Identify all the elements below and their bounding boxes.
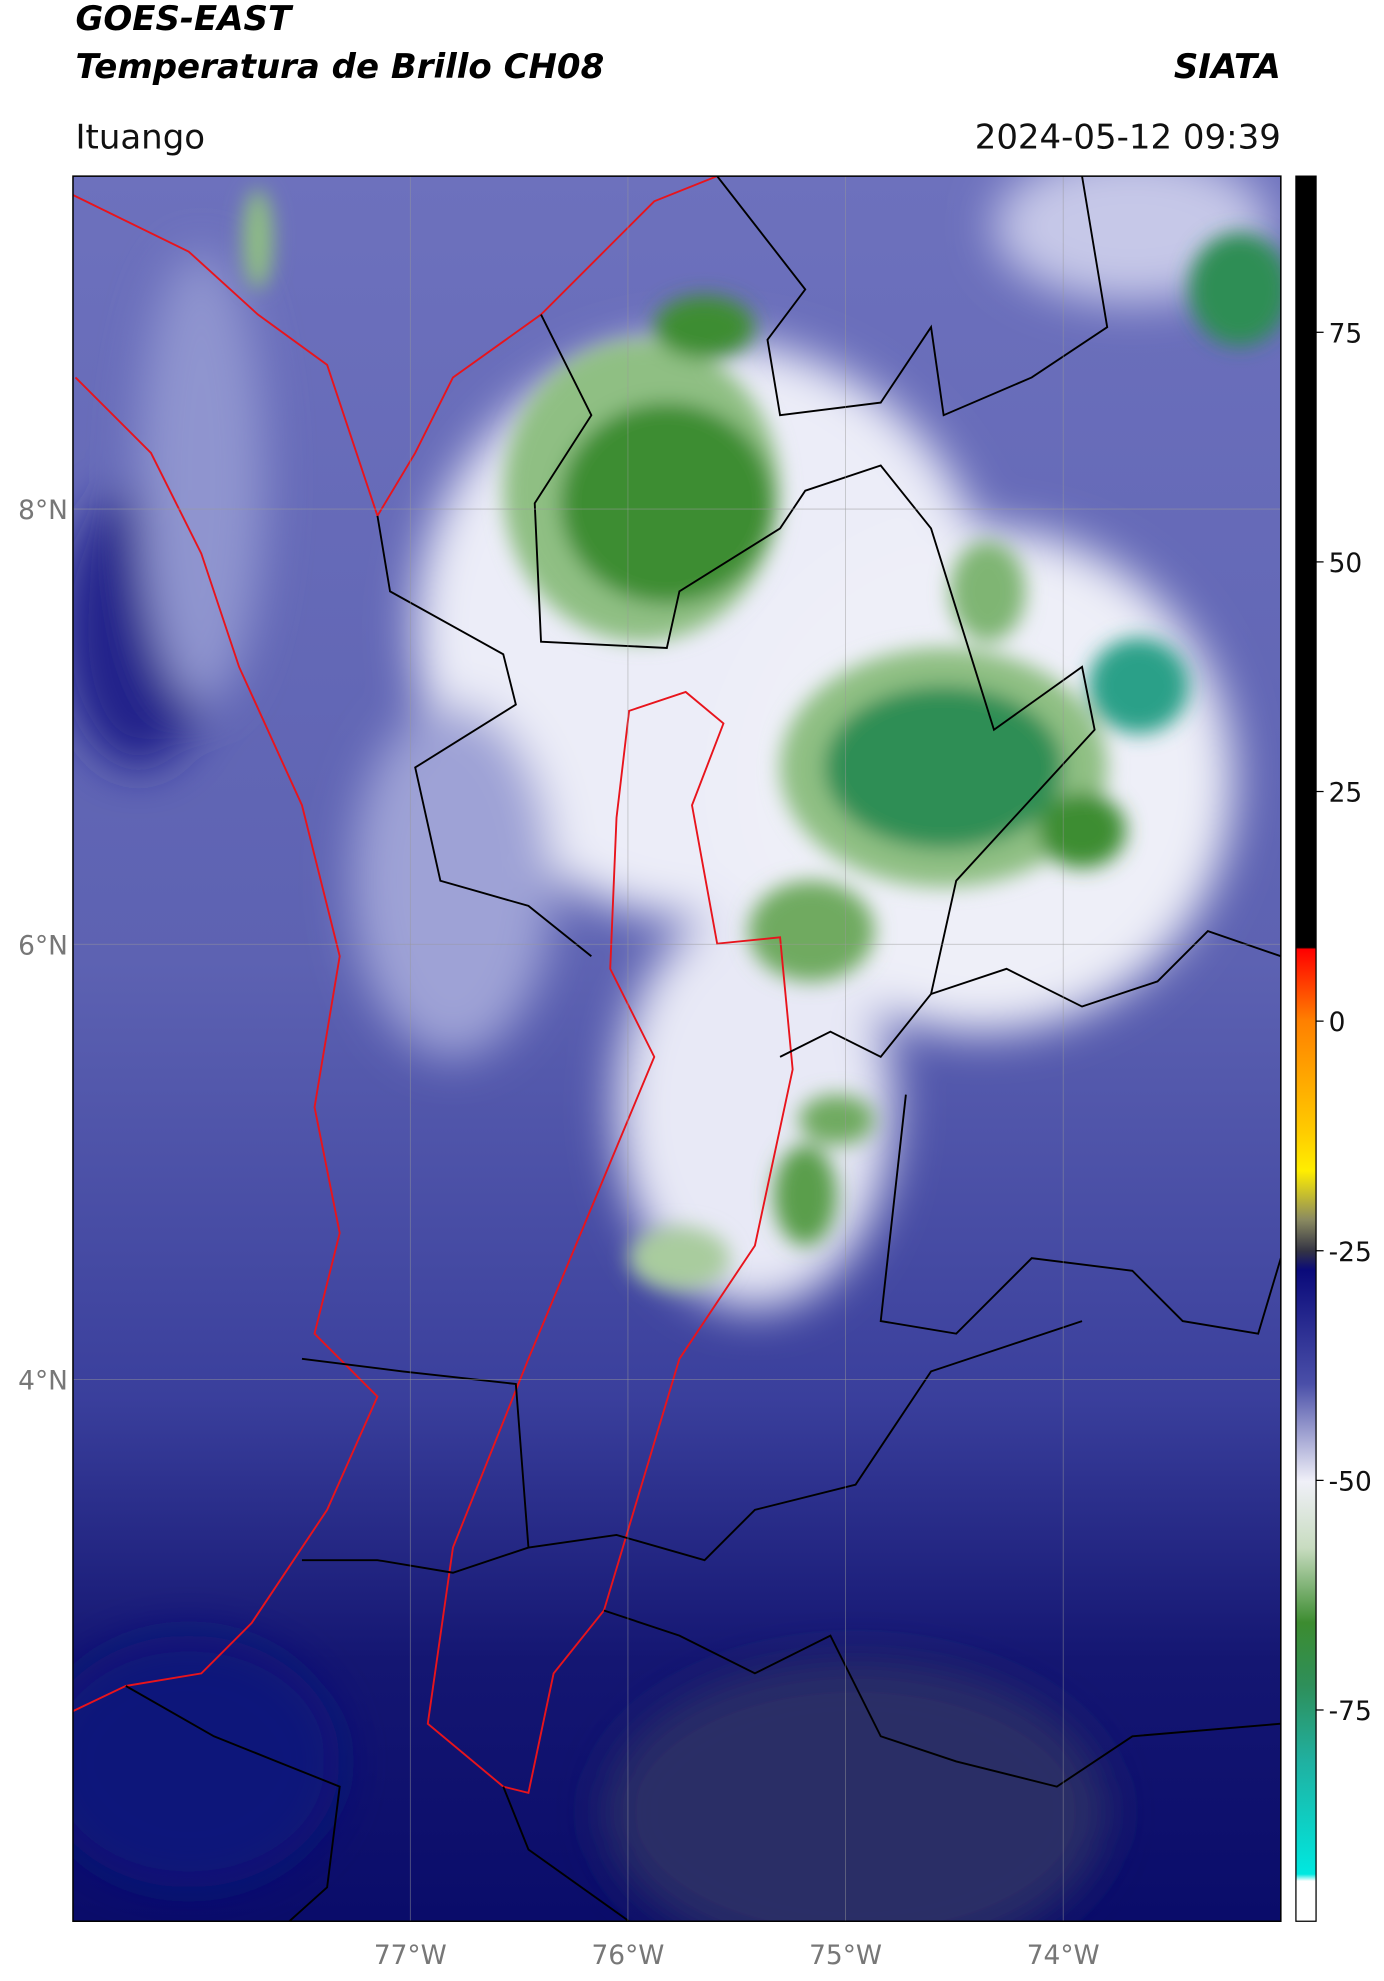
subtitle: Temperatura de Brillo CH08 xyxy=(75,47,604,87)
colorbar-tick-label: 50 xyxy=(1329,548,1363,579)
borders xyxy=(72,176,1281,1922)
x-tick-label: 77°W xyxy=(374,1940,447,1971)
colorbar xyxy=(1295,175,1317,1922)
x-tick-label: 75°W xyxy=(809,1940,882,1971)
colorbar-tick-label: 75 xyxy=(1329,318,1363,349)
graticule xyxy=(72,176,1281,1922)
colorbar-tick-label: 25 xyxy=(1329,778,1363,809)
colorbar-tick-label: -50 xyxy=(1329,1466,1372,1497)
y-tick-label: 8°N xyxy=(18,495,68,526)
y-tick-label: 4°N xyxy=(18,1365,68,1396)
colorbar-tick-label: -25 xyxy=(1329,1237,1372,1268)
timestamp: 2024-05-12 09:39 xyxy=(975,117,1281,157)
title: GOES-EAST xyxy=(75,0,293,39)
x-tick-label: 74°W xyxy=(1027,1940,1100,1971)
location: Ituango xyxy=(75,117,205,157)
y-tick-label: 6°N xyxy=(18,930,68,961)
colorbar-tick-label: -75 xyxy=(1329,1696,1372,1727)
source: SIATA xyxy=(1174,47,1281,87)
map-frame xyxy=(72,175,1282,1922)
satellite-image xyxy=(72,176,1281,1922)
x-tick-label: 76°W xyxy=(591,1940,664,1971)
colorbar-tick-label: 0 xyxy=(1329,1007,1346,1038)
